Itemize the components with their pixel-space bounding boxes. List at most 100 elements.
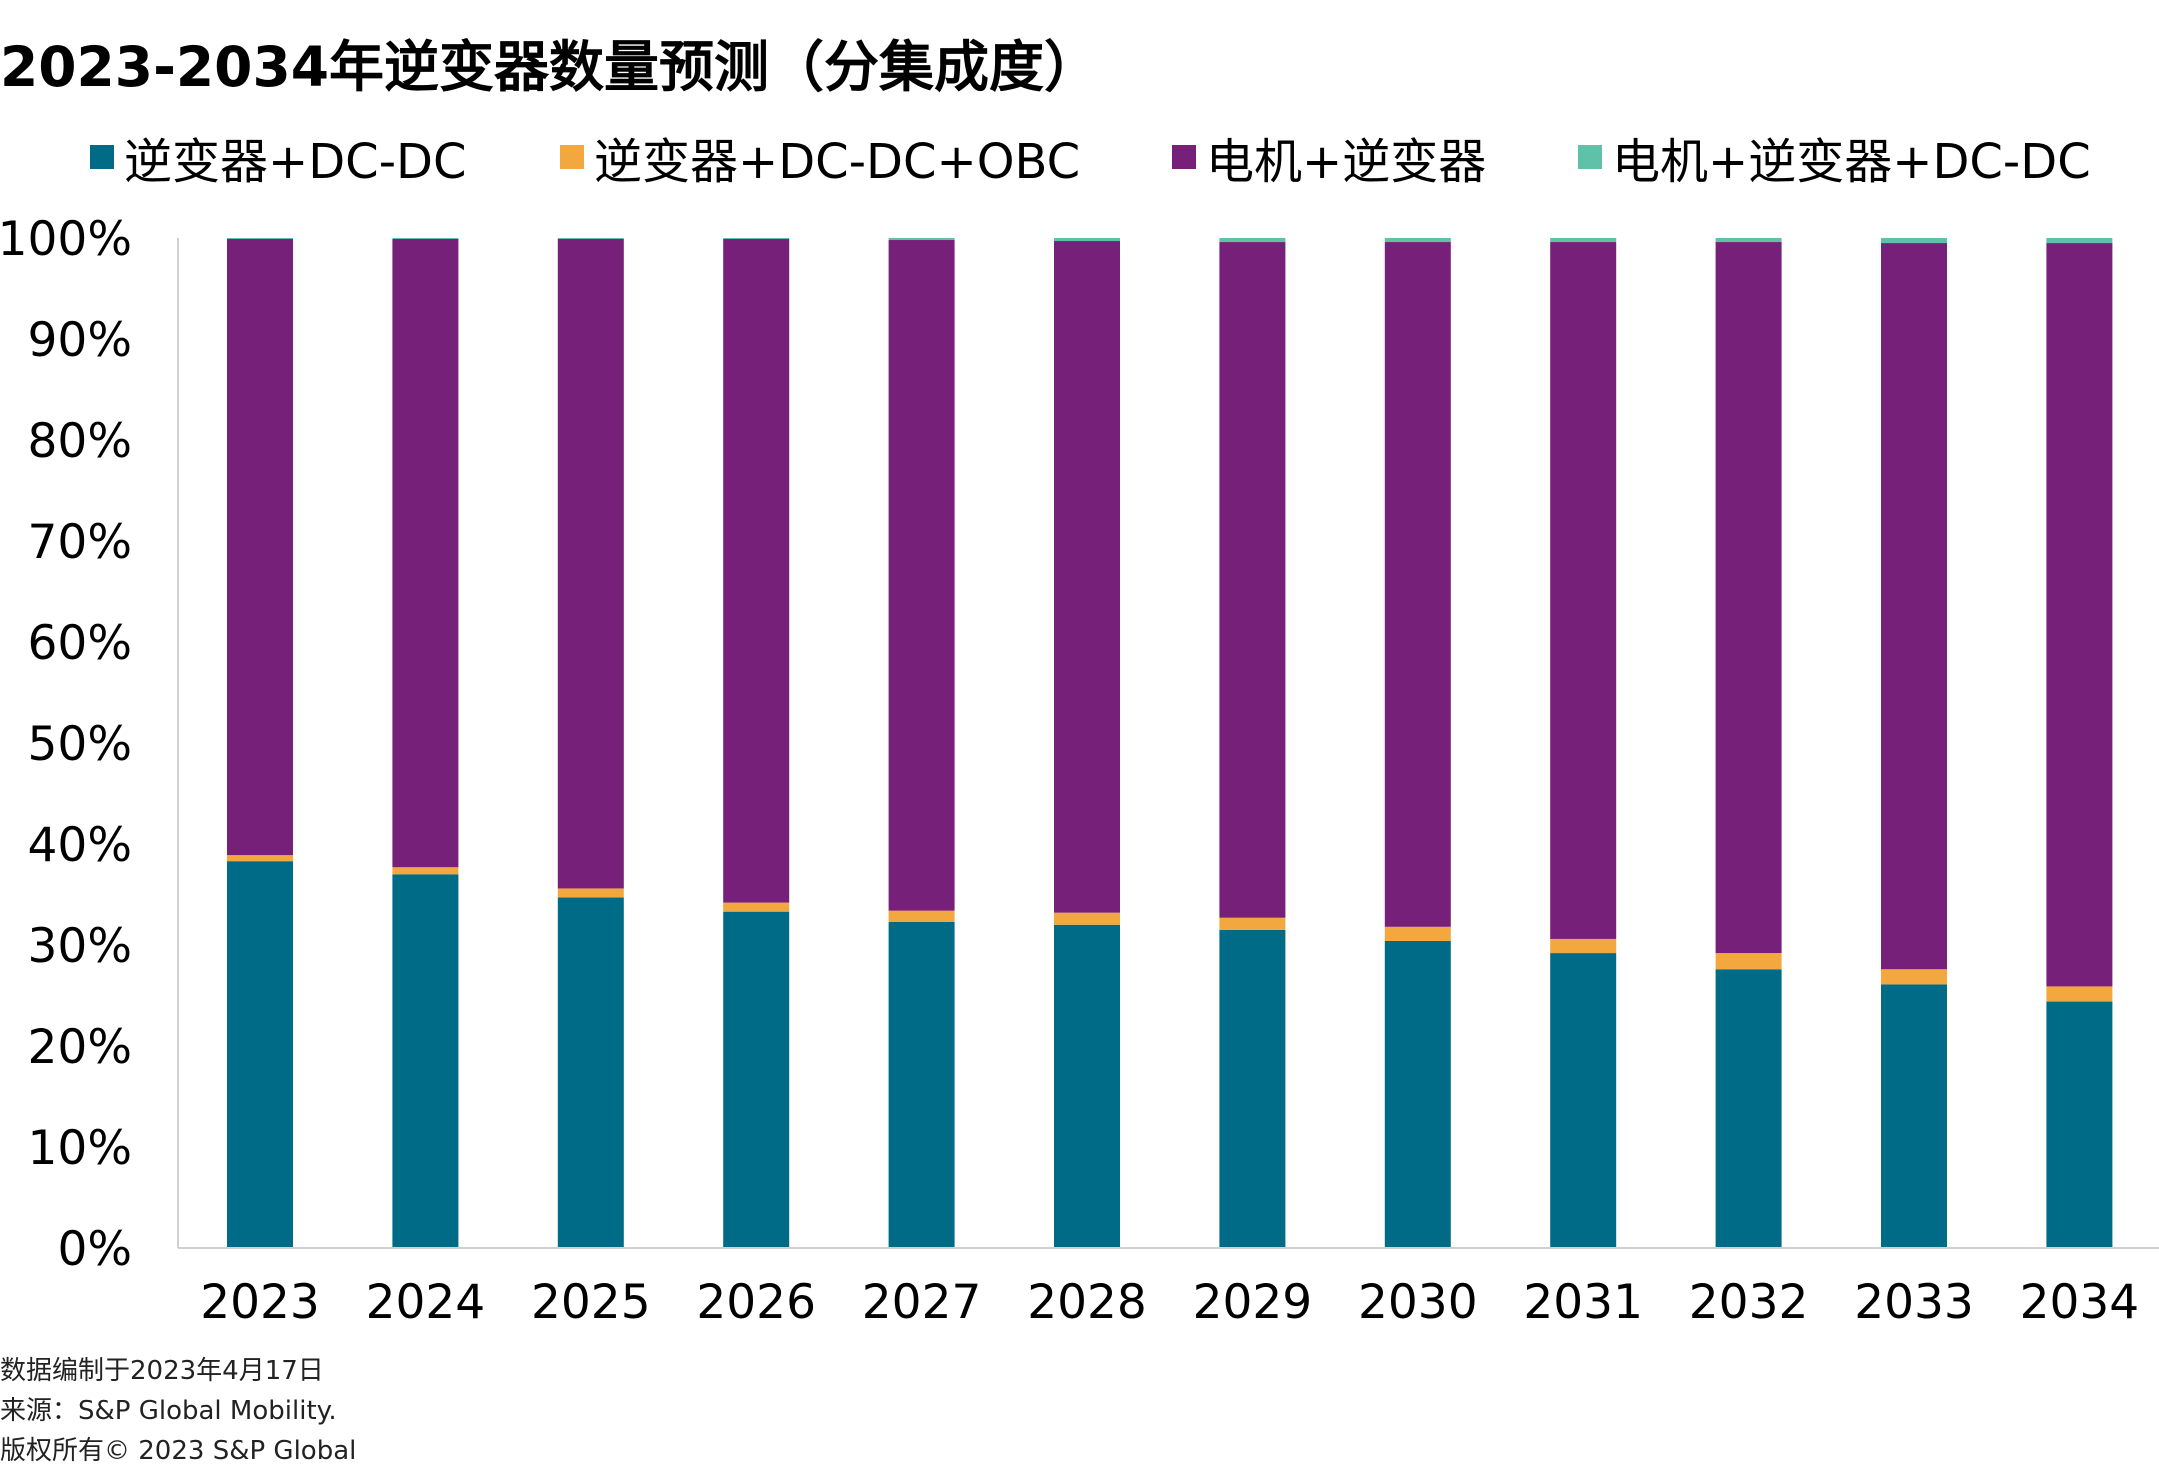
legend-item-motor-inverter-dcdc: 电机+逆变器+DC-DC [1578, 124, 2091, 190]
chart-title: 2023-2034年逆变器数量预测（分集成度） [0, 35, 1099, 99]
bar-stack-2026 [723, 238, 790, 1248]
bar-stack-2031 [1550, 238, 1617, 1248]
bar-stack-2033 [1881, 238, 1947, 1248]
bar-segment [1550, 953, 1617, 1248]
x-tick-label: 2028 [1027, 1275, 1147, 1330]
bar-stack-2027 [888, 238, 955, 1248]
bar-segment [888, 238, 955, 241]
bar-segment [557, 888, 624, 898]
x-tick-label: 2026 [696, 1275, 816, 1330]
bar-segment [1550, 938, 1617, 954]
x-tick-label: 2027 [862, 1275, 982, 1330]
bar-segment [1054, 241, 1120, 913]
legend-label: 逆变器+DC-DC+OBC [594, 134, 1081, 190]
x-axis-ticks: 2023 2024 2025 2026 2027 2028 2029 2030 2031 2032… [200, 1275, 2139, 1330]
x-tick-label: 2033 [1854, 1275, 1974, 1330]
legend-label: 电机+逆变器+DC-DC [1612, 134, 2091, 190]
legend-swatch [560, 145, 584, 169]
bar-segment [1384, 242, 1451, 927]
x-tick-label: 2032 [1689, 1275, 1809, 1330]
bar-segment [1881, 984, 1947, 1248]
bar-segment [888, 921, 955, 1248]
footnote-source: 来源：S&P Global Mobility. [0, 1396, 337, 1426]
y-tick-label: 20% [28, 1020, 132, 1075]
bar-stack-2034 [2046, 238, 2113, 1248]
bar-stack-2024 [392, 238, 459, 1248]
legend-swatch [90, 145, 114, 169]
bar-segment [1384, 940, 1451, 1248]
bar-segment [1219, 242, 1286, 918]
legend-swatch [1578, 145, 1602, 169]
y-tick-label: 70% [28, 515, 132, 570]
bar-segment [557, 897, 624, 1248]
bar-segment [1881, 238, 1947, 244]
bar-stack-2030 [1384, 238, 1451, 1248]
x-tick-label: 2031 [1523, 1275, 1643, 1330]
bar-segment [1715, 953, 1782, 970]
bar-segment [392, 239, 459, 868]
bar-segment [1054, 924, 1120, 1248]
x-tick-label: 2029 [1193, 1275, 1313, 1330]
bar-segment [1054, 238, 1120, 242]
bar-segment [1054, 912, 1120, 925]
bar-segment [392, 238, 459, 240]
y-tick-label: 100% [0, 212, 132, 267]
y-tick-label: 60% [28, 616, 132, 671]
bar-segment [1384, 926, 1451, 941]
y-tick-label: 30% [28, 919, 132, 974]
bar-segment [227, 238, 293, 240]
legend-label: 电机+逆变器 [1206, 134, 1487, 190]
legend: 逆变器+DC-DC 逆变器+DC-DC+OBC 电机+逆变器 电机+逆变器+DC… [90, 124, 2150, 190]
bar-segment [723, 902, 790, 912]
x-tick-label: 2030 [1358, 1275, 1478, 1330]
bar-segment [1715, 242, 1782, 954]
y-tick-label: 90% [28, 313, 132, 368]
bar-segment [723, 911, 790, 1248]
bar-segment [392, 874, 459, 1248]
bar-segment [227, 239, 293, 856]
legend-item-motor-inverter: 电机+逆变器 [1172, 124, 1486, 190]
y-tick-label: 40% [28, 818, 132, 873]
x-tick-label: 2024 [366, 1275, 486, 1330]
legend-item-inverter-dcdc: 逆变器+DC-DC [90, 124, 467, 190]
y-tick-label: 10% [28, 1121, 132, 1176]
bar-segment [1550, 242, 1617, 939]
bar-segment [1219, 238, 1286, 243]
bar-segment [2046, 1001, 2113, 1248]
y-axis-ticks: 0% 10% 20% 30% 40% 50% 60% 70% 80% 90% 100% [0, 212, 132, 1277]
bar-segment [1881, 969, 1947, 985]
bar-segment [1550, 238, 1617, 243]
legend-label: 逆变器+DC-DC [124, 134, 467, 190]
bar-segment [1715, 969, 1782, 1248]
bar-segment [1715, 238, 1782, 243]
bar-segment [227, 855, 293, 862]
y-tick-label: 80% [28, 414, 132, 469]
legend-item-inverter-dcdc-obc: 逆变器+DC-DC+OBC [560, 124, 1080, 190]
bar-stack-2023 [227, 238, 293, 1248]
y-tick-label: 50% [28, 717, 132, 772]
bar-segment [2046, 238, 2113, 244]
bar-segment [1219, 917, 1286, 930]
bar-segment [227, 861, 293, 1248]
bar-segment [557, 238, 624, 240]
bar-segment [723, 238, 790, 240]
y-tick-label: 0% [57, 1222, 132, 1277]
footnote-copyright: 版权所有© 2023 S&P Global [0, 1436, 357, 1466]
bar-segment [723, 239, 790, 903]
stacked-bar-chart: 0%10%20%30%40%50%60%70%80%90%100% 2023 20… [0, 212, 2159, 1330]
bar-segment [1384, 238, 1451, 243]
bars [227, 238, 2113, 1248]
footnote-date: 数据编制于2023年4月17日 [0, 1356, 324, 1386]
x-tick-label: 2023 [200, 1275, 320, 1330]
x-tick-label: 2034 [2020, 1275, 2140, 1330]
bar-segment [557, 239, 624, 889]
bar-segment [888, 240, 955, 911]
bar-segment [1881, 243, 1947, 970]
bar-segment [392, 867, 459, 875]
legend-swatch [1172, 145, 1196, 169]
bar-segment [888, 910, 955, 922]
bar-stack-2025 [557, 238, 624, 1248]
x-tick-label: 2025 [531, 1275, 651, 1330]
bar-stack-2032 [1715, 238, 1782, 1248]
bar-stack-2028 [1054, 238, 1120, 1248]
